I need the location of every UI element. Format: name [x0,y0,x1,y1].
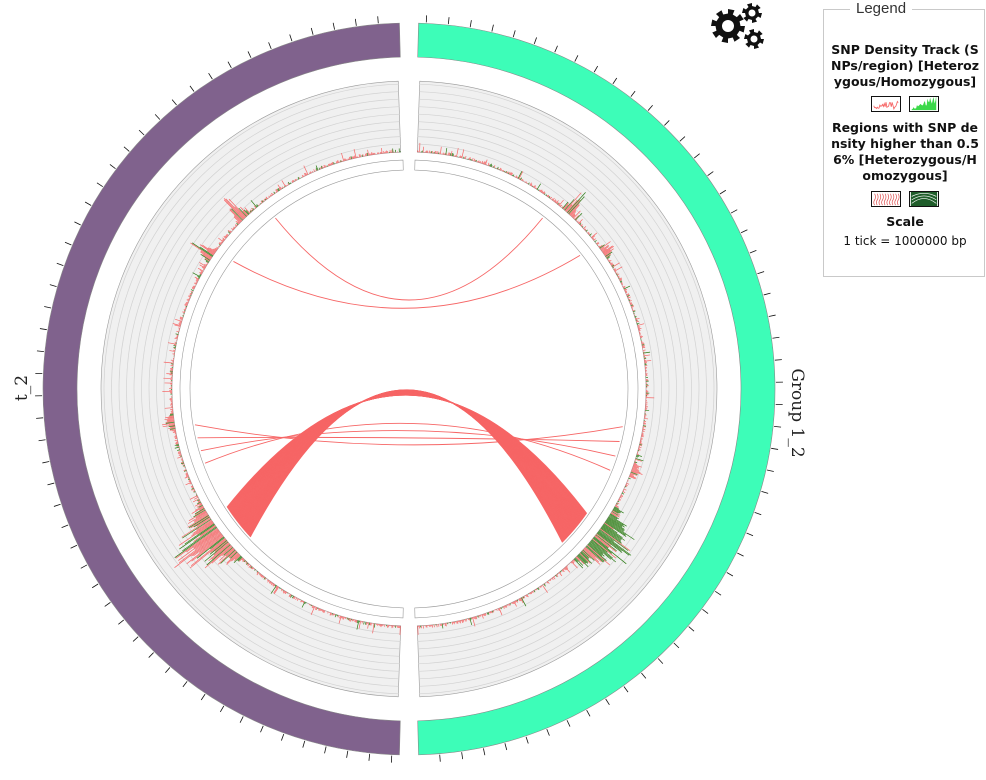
legend-panel: Legend SNP Density Track (SNPs/region) [… [823,0,985,277]
homozygous-regions-swatch[interactable] [909,191,939,207]
density-track-segment[interactable] [100,80,402,698]
link-area-ring [179,159,639,619]
chromosome-band-right[interactable] [417,22,776,756]
regions-label: Regions with SNP density higher than 0.5… [831,120,979,183]
chromosome-ideogram-ring[interactable] [42,22,776,756]
snp-density-bars [161,142,655,636]
heterozygous-density-swatch[interactable] [871,96,901,112]
snp-links [194,217,623,543]
scale-text: 1 tick = 1000000 bp [843,234,967,248]
chromosome-label-right: Group 1_2 [787,368,807,457]
density-track-label: SNP Density Track (SNPs/region) [Heteroz… [831,42,979,89]
heterozygous-regions-swatch[interactable] [871,191,901,207]
circos-plot: t_2 Group 1_2 [12,15,807,763]
density-track-segment[interactable] [416,80,718,698]
snp-density-track[interactable] [100,80,718,698]
scale-ticks [35,15,783,763]
settings-button[interactable] [708,2,768,52]
chromosome-label-left: t_2 [12,375,32,401]
gears-icon [711,3,764,49]
chromosome-band-left[interactable] [42,22,401,756]
homozygous-density-swatch[interactable] [909,96,939,112]
legend-title: Legend [850,0,913,17]
scale-title: Scale [886,214,924,229]
